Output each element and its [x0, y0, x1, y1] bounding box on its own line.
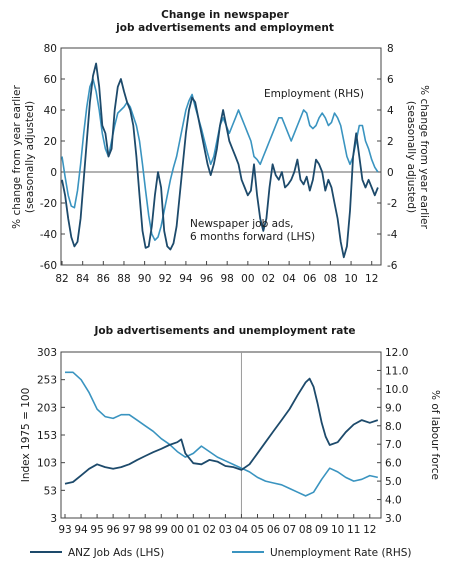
chart-2-right-tick-label: 3.0: [385, 513, 402, 525]
chart-1-right-tick-label: -6: [387, 260, 398, 272]
chart-1-x-tick-label: 00: [241, 273, 254, 285]
chart-1-right-tick-label: 4: [387, 105, 394, 117]
chart-1-series-employment: [61, 78, 379, 241]
chart-1: Change in newspaper job advertisements a…: [11, 9, 430, 285]
chart-2-title: Job advertisements and unemployment rate: [93, 325, 355, 337]
chart-2-x-tick-label: 00: [171, 524, 184, 536]
chart-2-x-tick-label: 98: [139, 524, 152, 536]
chart-2-left-tick-label: 253: [37, 375, 57, 387]
chart-1-right-tick-label: 8: [387, 43, 394, 55]
chart-2-left-tick-label: 3: [50, 513, 57, 525]
chart-1-right-axis-label-line-2: (seasonally adjusted): [405, 101, 417, 213]
chart-2-right-tick-label: 10.0: [385, 384, 408, 396]
chart-1-x-tick-label: 94: [179, 273, 193, 285]
chart-1-annotation-job-ads-line-1: Newspaper job ads,: [190, 218, 294, 230]
chart-1-left-axis: -60 -40 -20 0 20 40 60 80: [40, 43, 65, 272]
chart-1-left-axis-label-line-1: % change from year earlier: [11, 84, 23, 228]
chart-1-left-tick-label: -40: [40, 229, 57, 241]
chart-2-right-axis: 3.0 4.0 5.0 6.0 7.0 8.0 9.0 10.0 11.0 12.0: [377, 347, 408, 525]
chart-2-x-tick-label: 02: [203, 524, 216, 536]
chart-2-x-tick-label: 05: [251, 524, 264, 536]
chart-1-plot-frame: [60, 47, 382, 266]
chart-2-right-tick-label: 6.0: [385, 458, 402, 470]
chart-2-x-tick-label: 04: [235, 524, 249, 536]
chart-2-left-tick-label: 303: [37, 347, 57, 359]
chart-1-x-tick-label: 06: [303, 273, 317, 285]
chart-1-x-tick-label: 98: [221, 273, 234, 285]
chart-2-x-tick-label: 01: [187, 524, 200, 536]
chart-1-x-axis: 82 84 86 88 90 92 94 96 98 00 02 04 06 08 10 12: [55, 261, 378, 285]
chart-2-x-tick-label: 96: [106, 524, 120, 536]
chart-1-x-tick-label: 90: [138, 273, 151, 285]
chart-2-left-tick-label: 103: [37, 458, 57, 470]
chart-1-right-tick-label: 2: [387, 136, 394, 148]
chart-2-right-tick-label: 12.0: [385, 347, 408, 359]
chart-2-x-tick-label: 94: [74, 524, 88, 536]
chart-1-x-tick-label: 92: [159, 273, 172, 285]
chart-1-title-line-1: Change in newspaper: [161, 9, 290, 21]
chart-2-x-tick-label: 06: [267, 524, 281, 536]
chart-2-right-tick-label: 11.0: [385, 365, 408, 377]
legend-label-unemployment: Unemployment Rate (RHS): [270, 547, 412, 559]
chart-2-x-tick-label: 12: [363, 524, 376, 536]
chart-2-x-tick-label: 11: [347, 524, 360, 536]
chart-1-right-axis-label-line-1: % change from year earlier: [418, 85, 430, 229]
chart-2-left-axis-label: Index 1975 = 100: [20, 388, 32, 482]
chart-1-x-tick-label: 04: [282, 273, 296, 285]
chart-2-x-axis: 93 94 95 96 97 98 99 00 01 02 03 04 05 06 07 08 09 10 11 12: [58, 514, 376, 536]
chart-2-x-tick-label: 95: [90, 524, 103, 536]
chart-2-right-axis-label: % of labour force: [429, 390, 441, 480]
chart-1-x-tick-label: 96: [200, 273, 214, 285]
chart-1-left-axis-label-line-2: (seasonally adjusted): [24, 101, 36, 213]
chart-2-x-tick-label: 03: [219, 524, 232, 536]
chart-1-annotation-job-ads-line-2: 6 months forward (LHS): [190, 231, 315, 243]
chart-2-left-tick-label: 203: [37, 402, 57, 414]
chart-2-right-tick-label: 9.0: [385, 402, 402, 414]
chart-1-left-tick-label: 40: [44, 105, 57, 117]
chart-2-x-tick-label: 10: [331, 524, 344, 536]
chart-2-x-tick-label: 99: [155, 524, 168, 536]
chart-2-right-tick-label: 5.0: [385, 476, 402, 488]
chart-1-left-tick-label: -60: [40, 260, 57, 272]
chart-2-x-tick-label: 08: [299, 524, 312, 536]
legend-label-job-ads: ANZ Job Ads (LHS): [68, 547, 164, 559]
chart-2-legend: ANZ Job Ads (LHS) Unemployment Rate (RHS…: [30, 547, 412, 559]
chart-1-x-tick-label: 08: [324, 273, 337, 285]
chart-1-x-tick-label: 12: [365, 273, 378, 285]
chart-2-series-unemployment: [65, 371, 378, 497]
chart-1-left-tick-label: 80: [44, 43, 57, 55]
chart-1-x-tick-label: 10: [344, 273, 357, 285]
chart-1-right-tick-label: 0: [387, 167, 394, 179]
chart-1-series-job-ads: [61, 62, 379, 259]
chart-2-left-tick-label: 53: [44, 485, 57, 497]
chart-1-x-tick-label: 02: [262, 273, 275, 285]
chart-1-title-line-2: job advertisements and employment: [115, 22, 334, 34]
chart-2-x-tick-label: 07: [283, 524, 296, 536]
chart-2-series-job-ads: [64, 377, 379, 485]
chart-2-x-tick-label: 09: [315, 524, 328, 536]
chart-1-annotation-employment: Employment (RHS): [264, 88, 364, 100]
chart-1-left-tick-label: 20: [44, 136, 57, 148]
chart-1-right-tick-label: -2: [387, 198, 397, 210]
chart-1-left-tick-label: 60: [44, 74, 57, 86]
chart-1-x-tick-label: 84: [76, 273, 90, 285]
chart-2-plot-frame: [60, 351, 382, 519]
chart-1-right-tick-label: -4: [387, 229, 398, 241]
chart-2-left-tick-label: 153: [37, 430, 57, 442]
chart-2-right-tick-label: 8.0: [385, 421, 402, 433]
chart-2-right-tick-label: 7.0: [385, 439, 402, 451]
chart-2: Job advertisements and unemployment rate…: [20, 325, 441, 559]
chart-1-x-tick-label: 88: [117, 273, 130, 285]
chart-2-x-tick-label: 93: [58, 524, 71, 536]
chart-2-right-tick-label: 4.0: [385, 495, 402, 507]
chart-1-right-tick-label: 6: [387, 74, 394, 86]
chart-1-x-tick-label: 86: [97, 273, 111, 285]
chart-1-left-tick-label: -20: [40, 198, 57, 210]
chart-1-right-axis: -6 -4 -2 0 2 4 6 8: [377, 43, 398, 272]
chart-1-left-tick-label: 0: [50, 167, 57, 179]
chart-2-left-axis: 3 53 103 153 203 253 303: [37, 347, 65, 525]
chart-1-x-tick-label: 82: [55, 273, 68, 285]
chart-2-x-tick-label: 97: [122, 524, 135, 536]
